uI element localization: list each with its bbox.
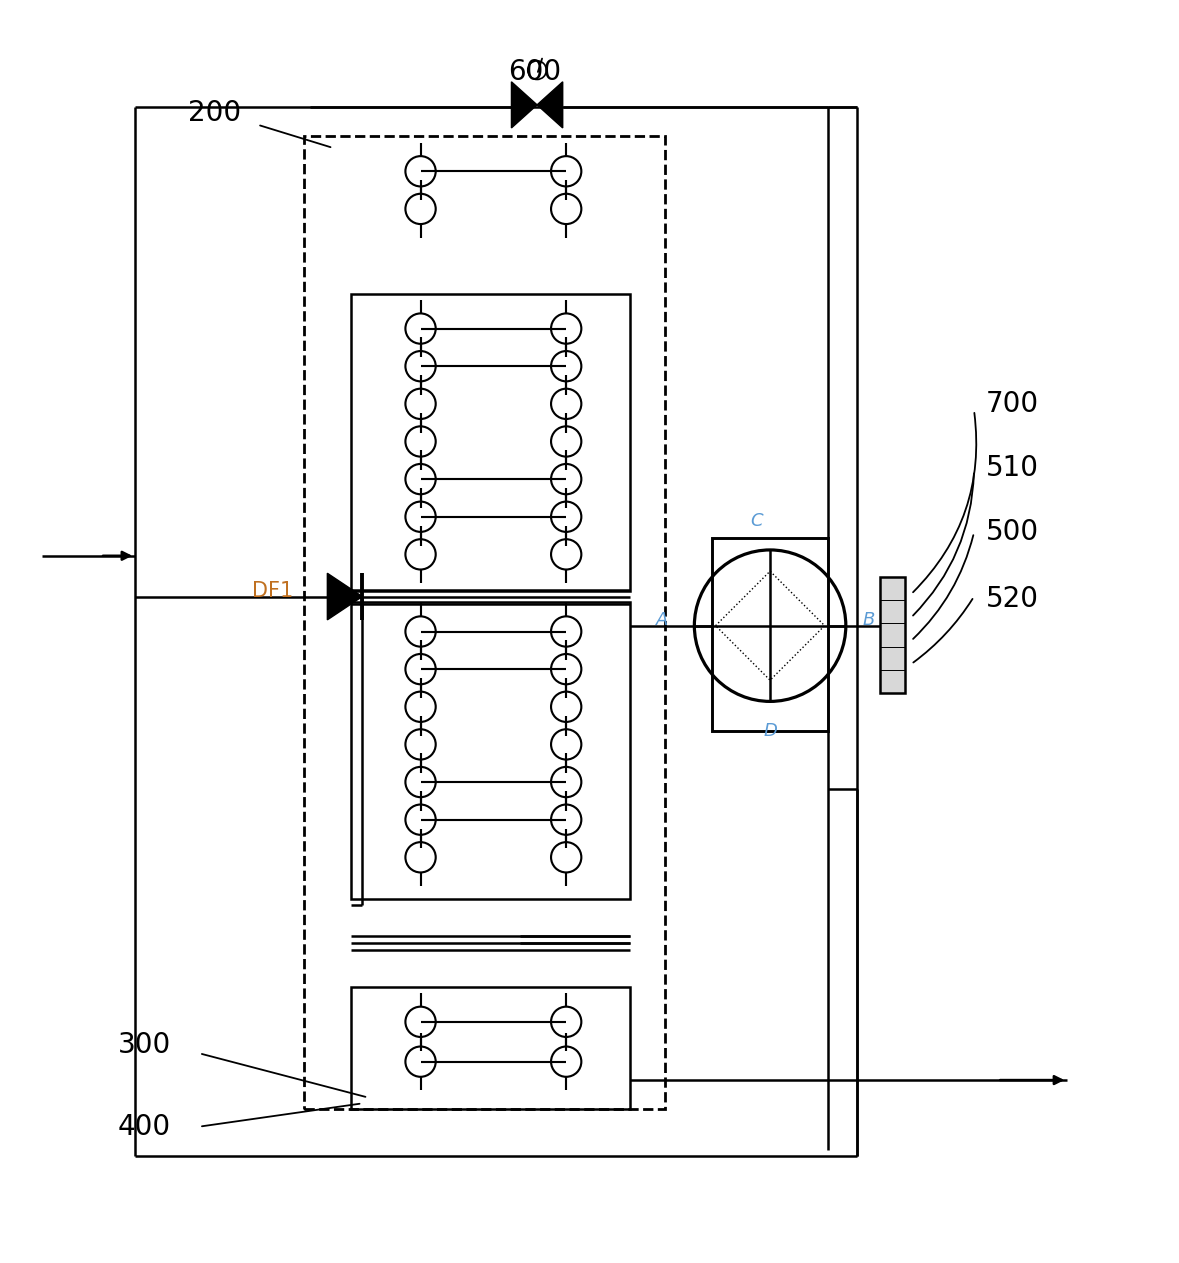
Text: C: C — [750, 512, 763, 529]
Text: 300: 300 — [118, 1031, 171, 1060]
Bar — [304, 136, 665, 1109]
Text: 200: 200 — [187, 99, 241, 128]
Polygon shape — [512, 82, 538, 128]
Text: A: A — [656, 611, 668, 629]
Polygon shape — [538, 82, 562, 128]
Polygon shape — [328, 573, 362, 620]
Text: 520: 520 — [986, 585, 1039, 613]
Bar — [350, 602, 631, 899]
Text: 700: 700 — [986, 390, 1039, 418]
Text: 400: 400 — [118, 1113, 171, 1140]
Text: B: B — [863, 611, 875, 629]
Text: D: D — [763, 721, 777, 740]
Text: 510: 510 — [986, 455, 1039, 482]
Bar — [350, 986, 631, 1109]
Text: DF1: DF1 — [251, 581, 292, 601]
Text: 500: 500 — [986, 519, 1039, 547]
Bar — [712, 538, 829, 730]
Text: 600: 600 — [508, 58, 561, 86]
Bar — [880, 577, 905, 693]
Bar — [350, 293, 631, 591]
